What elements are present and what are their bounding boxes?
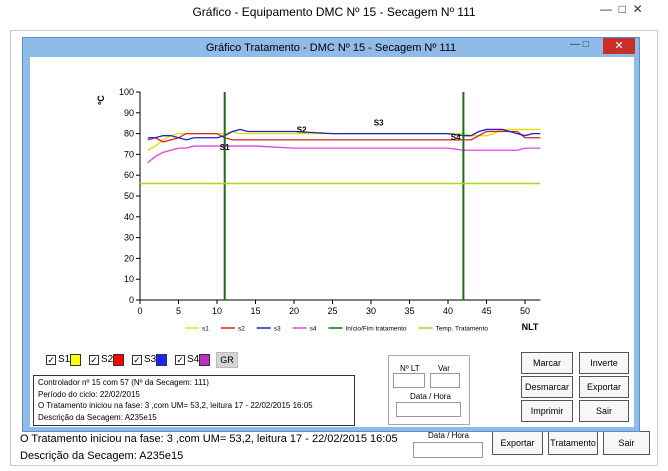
legend-label: Início/Fim tratamento bbox=[346, 326, 407, 333]
bg-label: Data / Hora bbox=[428, 431, 469, 440]
x-tick-label: 15 bbox=[250, 306, 260, 316]
checkbox-label: S1 bbox=[58, 354, 71, 365]
button[interactable]: Marcar bbox=[521, 352, 573, 374]
x-tick-label: 20 bbox=[289, 306, 299, 316]
y-tick-label: 80 bbox=[124, 129, 134, 139]
y-tick-label: 90 bbox=[124, 108, 134, 118]
field-label: Data / Hora bbox=[410, 392, 451, 401]
annotation: S1 bbox=[220, 143, 230, 152]
x-tick-label: 45 bbox=[481, 306, 491, 316]
checkbox-label: S3 bbox=[144, 354, 157, 365]
series-line bbox=[147, 145, 541, 164]
window-title: Gráfico - Equipamento DMC Nº 15 - Secage… bbox=[192, 5, 476, 19]
y-tick-label: 100 bbox=[119, 87, 134, 97]
dialog-title: Gráfico Tratamento - DMC Nº 15 - Secagem… bbox=[205, 42, 457, 54]
legend-label: s1 bbox=[202, 326, 209, 333]
x-tick-label: 0 bbox=[137, 306, 142, 316]
bg-button[interactable]: Sair bbox=[603, 431, 650, 455]
gr-button[interactable]: GR bbox=[216, 352, 238, 368]
series-line bbox=[147, 128, 541, 141]
checkbox[interactable]: ✓ bbox=[89, 355, 99, 365]
bg-button[interactable]: Tratamento bbox=[548, 431, 598, 455]
x-tick-label: 5 bbox=[176, 306, 181, 316]
lt-input[interactable] bbox=[393, 373, 425, 388]
series-line bbox=[147, 130, 541, 143]
button[interactable]: Desmarcar bbox=[521, 376, 573, 398]
bg-input[interactable] bbox=[413, 442, 483, 458]
checkbox-label: S4 bbox=[187, 354, 200, 365]
legend-label: s3 bbox=[274, 326, 281, 333]
x-tick-label: 50 bbox=[520, 306, 530, 316]
field-label: Var bbox=[438, 364, 450, 373]
y-tick-label: 70 bbox=[124, 149, 134, 159]
annotation: S2 bbox=[297, 126, 307, 135]
checkbox[interactable]: ✓ bbox=[175, 355, 185, 365]
y-tick-label: 10 bbox=[124, 274, 134, 284]
button[interactable]: Exportar bbox=[579, 376, 629, 398]
x-tick-label: 30 bbox=[366, 306, 376, 316]
button[interactable]: Inverte bbox=[579, 352, 629, 374]
date-input[interactable] bbox=[396, 402, 461, 417]
button[interactable]: Sair bbox=[579, 400, 629, 422]
checkbox[interactable]: ✓ bbox=[46, 355, 56, 365]
field-label: Nº LT bbox=[400, 364, 420, 373]
x-tick-label: 35 bbox=[404, 306, 414, 316]
checkbox-label: S2 bbox=[101, 354, 114, 365]
info-line: Período do ciclo: 22/02/2015 bbox=[38, 389, 140, 399]
info-box bbox=[33, 375, 355, 426]
x-axis-label: NLT bbox=[522, 322, 539, 332]
color-swatch[interactable] bbox=[70, 354, 81, 366]
close-button[interactable]: ✕ bbox=[603, 38, 635, 54]
x-tick-label: 40 bbox=[443, 306, 453, 316]
info-line: Descrição da Secagem: A235e15 bbox=[38, 412, 157, 422]
x-tick-label: 25 bbox=[327, 306, 337, 316]
x-tick-label: 10 bbox=[212, 306, 222, 316]
info-line: O Tratamento iniciou na fase: 3 ,com UM=… bbox=[38, 401, 313, 410]
window-controls: — □ ✕ bbox=[600, 2, 643, 16]
y-tick-label: 20 bbox=[124, 253, 134, 263]
legend-label: s2 bbox=[238, 326, 245, 333]
window-body bbox=[10, 30, 658, 466]
checkbox[interactable]: ✓ bbox=[132, 355, 142, 365]
var-input[interactable] bbox=[430, 373, 460, 388]
legend-label: s4 bbox=[310, 326, 317, 333]
y-tick-label: 60 bbox=[124, 170, 134, 180]
y-axis-label: ºC bbox=[96, 95, 106, 105]
bg-button[interactable]: Exportar bbox=[492, 431, 543, 455]
legend-label: Temp. Tratamento bbox=[436, 326, 489, 333]
info-line: Controlador nº 15 com 57 (Nº da Secagem:… bbox=[38, 378, 209, 387]
bg-text: O Tratamento iniciou na fase: 3 ,com UM=… bbox=[20, 433, 398, 445]
color-swatch[interactable] bbox=[199, 354, 210, 366]
color-swatch[interactable] bbox=[113, 354, 124, 366]
color-swatch[interactable] bbox=[156, 354, 167, 366]
y-tick-label: 0 bbox=[129, 295, 134, 305]
bg-text: Descrição da Secagem: A235e15 bbox=[20, 450, 184, 462]
y-tick-label: 50 bbox=[124, 191, 134, 201]
y-tick-label: 30 bbox=[124, 233, 134, 243]
dialog-controls: — □ bbox=[570, 39, 589, 50]
y-tick-label: 40 bbox=[124, 212, 134, 222]
button[interactable]: Imprimir bbox=[521, 400, 573, 422]
annotation: S3 bbox=[374, 118, 384, 127]
annotation: S4 bbox=[451, 133, 461, 142]
fieldset bbox=[388, 355, 470, 425]
